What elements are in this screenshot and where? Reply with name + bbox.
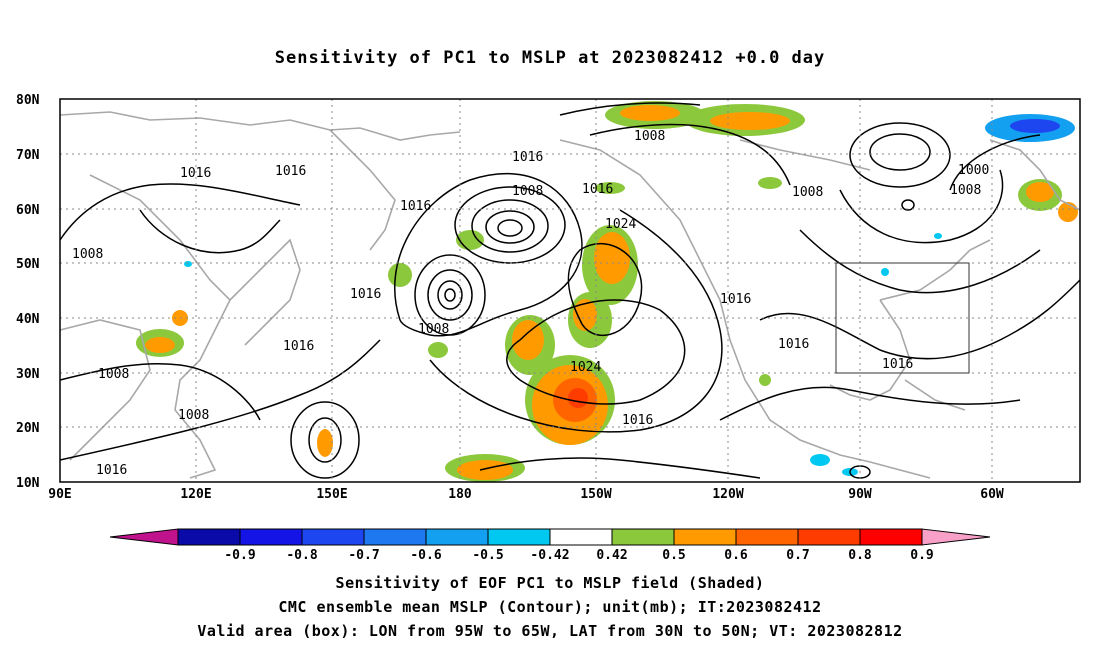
contour-label: 1016 (622, 413, 653, 428)
contour-label: 1024 (570, 360, 601, 375)
mslp-contours (59, 102, 1081, 479)
contour-label: 1008 (512, 184, 543, 199)
colorbar-arrow-high (921, 528, 991, 546)
lon-tick-label: 180 (448, 487, 472, 502)
contour-label: 1016 (512, 150, 543, 165)
lat-tick-label: 50N (16, 257, 40, 272)
contour-label: 1008 (98, 367, 129, 382)
colorbar-tick-label: -0.5 (472, 548, 503, 563)
lon-tick-label: 150E (316, 487, 347, 502)
lon-tick-label: 90E (48, 487, 71, 502)
colorbar-tick-label: 0.5 (662, 548, 685, 563)
contour-label: 1008 (418, 322, 449, 337)
colorbar-tick-label: -0.8 (286, 548, 317, 563)
colorbar-segment (487, 528, 551, 546)
valid-area-box (835, 262, 970, 374)
map-frame (59, 98, 1081, 483)
contour-label: 1016 (720, 292, 751, 307)
colorbar-segment (797, 528, 861, 546)
contour-label: 1016 (582, 182, 613, 197)
contour-label: 1016 (275, 164, 306, 179)
lat-tick-label: 30N (16, 367, 40, 382)
colorbar-segment (859, 528, 923, 546)
contour-label: 1016 (180, 166, 211, 181)
colorbar: -0.9 -0.8 -0.7 -0.6 -0.5 -0.42 0.42 0.5 0.6 0.7 0.… (109, 528, 991, 563)
colorbar-segment (301, 528, 365, 546)
colorbar-segment (549, 528, 613, 546)
colorbar-tick-label: 0.8 (848, 548, 872, 563)
colorbar-segment (673, 528, 737, 546)
colorbar-tick-label: 0.6 (724, 548, 748, 563)
colorbar-tick-label: -0.9 (224, 548, 255, 563)
contour-label: 1008 (178, 408, 209, 423)
contour-label: 1016 (96, 463, 127, 478)
colorbar-segment (239, 528, 303, 546)
coastlines (59, 111, 1081, 479)
contour-label: 1008 (72, 247, 103, 262)
lat-tick-label: 70N (16, 148, 40, 163)
colorbar-segment (611, 528, 675, 546)
lat-tick-label: 40N (16, 312, 40, 327)
contour-label: 1016 (882, 357, 913, 372)
contour-label: 1024 (605, 217, 636, 232)
contour-label: 1016 (778, 337, 809, 352)
contour-label: 1008 (950, 183, 981, 198)
lat-lon-grid (60, 99, 1080, 482)
colorbar-segment (735, 528, 799, 546)
lat-tick-label: 60N (16, 203, 40, 218)
colorbar-segment (177, 528, 241, 546)
colorbar-tick-label: 0.42 (596, 548, 627, 563)
colorbar-tick-label: 0.9 (910, 548, 933, 563)
lon-tick-label: 120E (180, 487, 211, 502)
colorbar-tick-label: 0.7 (786, 548, 809, 563)
colorbar-arrow-low (109, 528, 179, 546)
lon-tick-label: 60W (980, 487, 1004, 502)
lon-tick-label: 90W (848, 487, 872, 502)
longitude-axis: 90E 120E 150E 180 150W 120W 90W 60W (48, 487, 1004, 502)
caption-line-2: CMC ensemble mean MSLP (Contour); unit(m… (278, 598, 822, 616)
lat-tick-label: 80N (16, 93, 40, 108)
latitude-axis: 80N 70N 60N 50N 40N 30N 20N 10N (16, 93, 40, 491)
contour-label: 1016 (400, 199, 431, 214)
lon-tick-label: 120W (712, 487, 743, 502)
colorbar-tick-label: -0.42 (530, 548, 569, 563)
contour-labels: 1008 1016 1016 1016 1008 1016 1008 1024 … (72, 129, 989, 478)
contour-label: 1000 (958, 163, 989, 178)
caption-line-1: Sensitivity of EOF PC1 to MSLP field (Sh… (335, 574, 765, 592)
contour-label: 1016 (283, 339, 314, 354)
lat-tick-label: 20N (16, 421, 40, 436)
lon-tick-label: 150W (580, 487, 611, 502)
colorbar-tick-label: -0.7 (348, 548, 379, 563)
chart-title: Sensitivity of PC1 to MSLP at 2023082412… (274, 48, 826, 68)
colorbar-segment (425, 528, 489, 546)
lat-tick-label: 10N (16, 476, 40, 491)
contour-label: 1008 (792, 185, 823, 200)
caption-line-3: Valid area (box): LON from 95W to 65W, L… (197, 622, 903, 640)
contour-label: 1008 (634, 129, 665, 144)
colorbar-tick-label: -0.6 (410, 548, 441, 563)
colorbar-segment (363, 528, 427, 546)
contour-label: 1016 (350, 287, 381, 302)
